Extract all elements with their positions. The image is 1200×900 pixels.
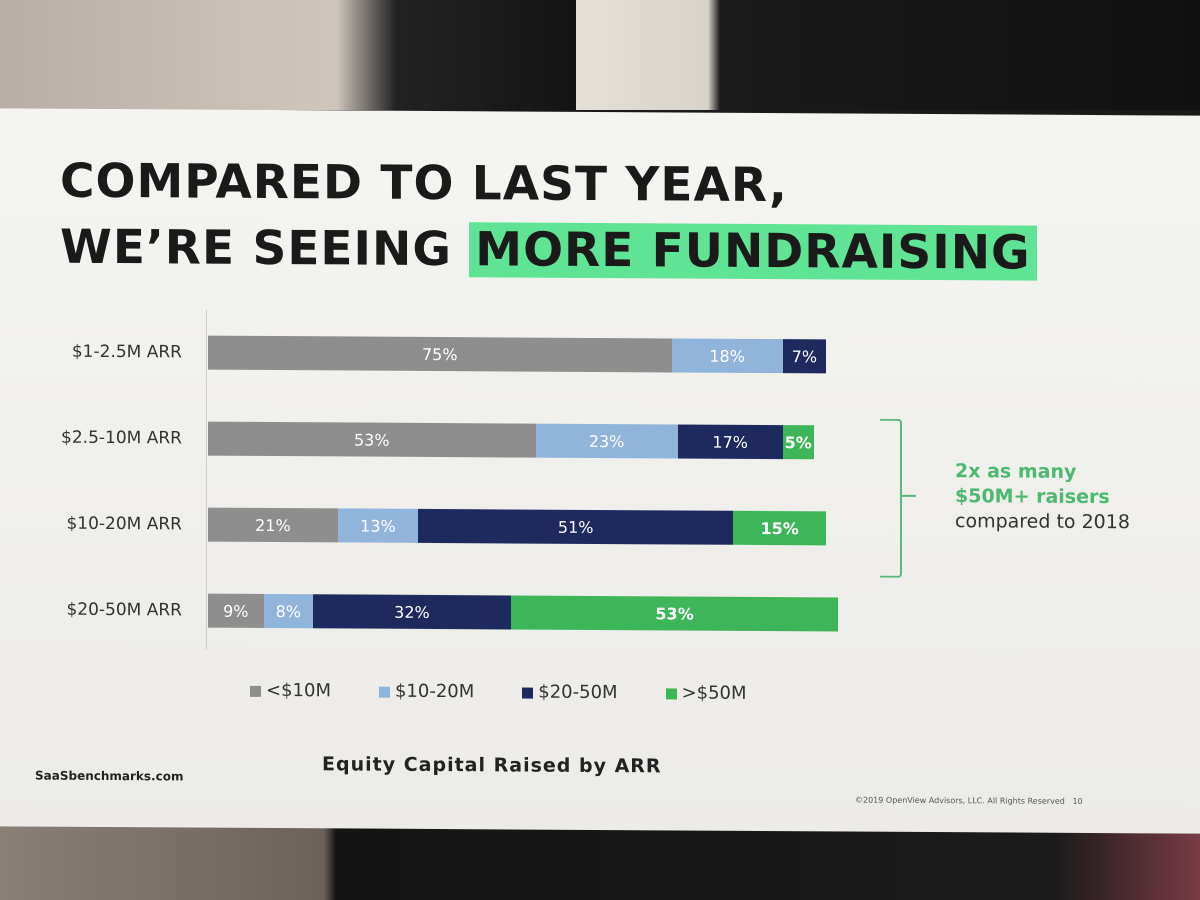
category-label: $2.5-10M ARR xyxy=(61,427,182,449)
legend-swatch xyxy=(250,685,261,697)
legend-swatch xyxy=(665,687,677,699)
category-label: $20-50M ARR xyxy=(66,599,182,621)
legend: <$10M $10-20M $20-50M >$50M xyxy=(250,680,747,704)
bar-segment: 15% xyxy=(733,510,826,546)
legend-item: $10-20M xyxy=(378,680,475,703)
title-highlight: MORE FUNDRAISING xyxy=(469,222,1037,281)
bar-segment: 18% xyxy=(671,338,783,374)
y-axis-line xyxy=(206,309,207,650)
legend-item: <$10M xyxy=(250,680,331,701)
bar-segment: 5% xyxy=(782,425,814,460)
copyright: ©2019 OpenView Advisors, LLC. All Rights… xyxy=(855,795,1065,806)
legend-label: $10-20M xyxy=(394,680,475,703)
bar-segment: 13% xyxy=(337,508,419,543)
title-line-1: COMPARED TO LAST YEAR, xyxy=(60,153,788,214)
chart-title: Equity Capital Raised by ARR xyxy=(322,753,662,778)
slide-title: COMPARED TO LAST YEAR, WE’RE SEEING MORE… xyxy=(60,149,1037,287)
legend-label: $20-50M xyxy=(538,681,618,704)
bar-segment: 17% xyxy=(677,424,783,460)
legend-label: <$10M xyxy=(266,679,331,702)
bracket-tick xyxy=(902,494,916,497)
annotation-line-1: 2x as many xyxy=(955,460,1077,483)
legend-label: >$50M xyxy=(681,682,747,704)
legend-swatch xyxy=(378,686,390,698)
bar-segment: 53% xyxy=(510,595,839,632)
bar-segment: 75% xyxy=(208,335,672,373)
bar-segment: 7% xyxy=(782,339,826,374)
brand-logo-text: SaaSbenchmarks.com xyxy=(35,768,184,784)
bar-segment: 53% xyxy=(208,421,536,458)
bar-segment: 9% xyxy=(208,593,264,628)
legend-item: >$50M xyxy=(665,682,747,704)
annotation: 2x as many $50M+ raisers compared to 201… xyxy=(955,459,1130,535)
bar-segment: 21% xyxy=(208,507,338,543)
title-line-2: WE’RE SEEING xyxy=(60,219,470,278)
legend-item: $20-50M xyxy=(522,681,618,704)
bar-segment: 8% xyxy=(263,593,314,629)
annotation-line-3: compared to 2018 xyxy=(955,510,1130,534)
bar-segment: 51% xyxy=(418,508,734,545)
bracket xyxy=(880,418,902,578)
bar-segment: 23% xyxy=(535,423,678,459)
category-label: $1-2.5M ARR xyxy=(71,341,182,363)
legend-swatch xyxy=(522,687,534,699)
background-top xyxy=(0,0,1200,110)
category-label: $10-20M ARR xyxy=(66,513,182,535)
page-number: 10 xyxy=(1072,796,1083,806)
footer: ©2019 OpenView Advisors, LLC. All Rights… xyxy=(855,796,1083,806)
bar-segment: 32% xyxy=(313,594,511,630)
background-bottom xyxy=(0,825,1200,900)
slide: COMPARED TO LAST YEAR, WE’RE SEEING MORE… xyxy=(0,108,1200,834)
annotation-line-2: $50M+ raisers xyxy=(955,485,1110,509)
